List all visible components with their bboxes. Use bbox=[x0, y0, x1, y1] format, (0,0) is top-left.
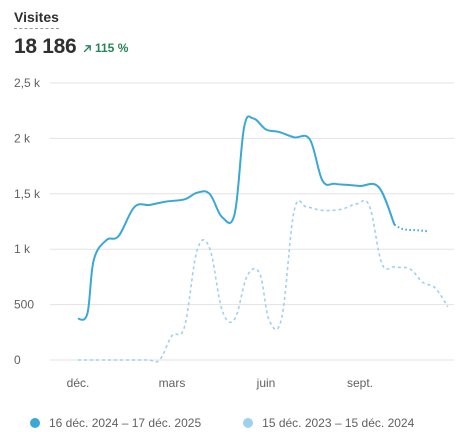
y-tick-label: 2 k bbox=[14, 131, 31, 145]
y-tick-label: 1,5 k bbox=[14, 187, 41, 201]
y-tick-label: 2,5 k bbox=[14, 76, 41, 90]
arrow-up-right-icon bbox=[83, 44, 91, 52]
series-line-current-partial bbox=[394, 223, 430, 233]
legend-label-previous: 15 déc. 2023 – 15 déc. 2024 bbox=[262, 416, 415, 430]
legend-item-current[interactable]: 16 déc. 2024 – 17 déc. 2025 bbox=[30, 416, 201, 430]
chart-title[interactable]: Visites bbox=[14, 9, 59, 29]
change-badge: 115 % bbox=[83, 41, 128, 55]
chart-legend: 16 déc. 2024 – 17 déc. 2025 15 déc. 2023… bbox=[30, 416, 414, 430]
y-tick-label: 500 bbox=[14, 298, 34, 312]
legend-dot-previous bbox=[243, 418, 254, 428]
total-visits-value: 18 186 bbox=[14, 35, 77, 58]
x-tick-label: mars bbox=[159, 376, 186, 390]
visits-line-chart: 0 500 1 k 1,5 k 2 k 2,5 k déc. mars juin sept. bbox=[14, 76, 454, 390]
change-percent: 115 % bbox=[95, 41, 129, 55]
legend-item-previous[interactable]: 15 déc. 2023 – 15 déc. 2024 bbox=[243, 416, 414, 430]
x-tick-label: déc. bbox=[67, 376, 90, 390]
series-line-current bbox=[77, 115, 396, 321]
y-tick-label: 1 k bbox=[14, 242, 31, 256]
legend-dot-current bbox=[30, 418, 40, 428]
legend-label-current: 16 déc. 2024 – 17 déc. 2025 bbox=[49, 416, 202, 430]
x-tick-label: juin bbox=[256, 376, 276, 390]
y-tick-label: 0 bbox=[14, 353, 21, 367]
series-line-previous bbox=[78, 199, 449, 363]
x-tick-label: sept. bbox=[347, 376, 373, 390]
